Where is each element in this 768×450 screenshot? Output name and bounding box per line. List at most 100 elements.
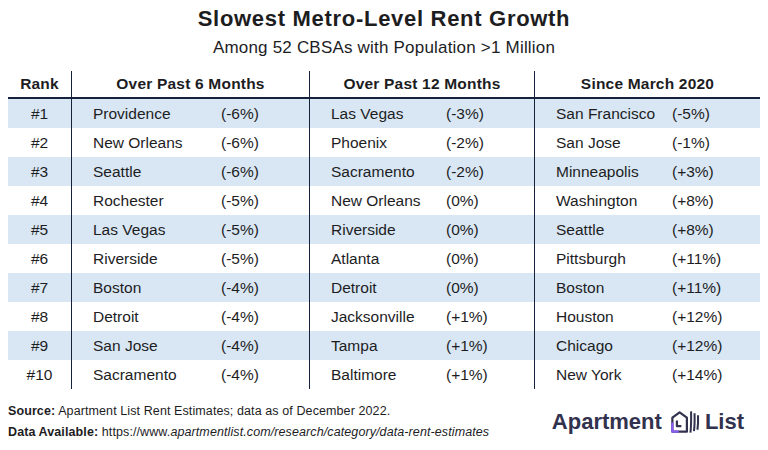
table-row: #8Detroit(-4%)Jacksonville(+1%)Houston(+… xyxy=(8,302,760,331)
city-name: Seattle xyxy=(93,163,221,181)
data-available-note: Data Available: https://www.apartmentlis… xyxy=(8,422,489,443)
since-march-2020-cell: Houston(+12%) xyxy=(535,302,760,331)
city-name: New Orleans xyxy=(93,134,221,152)
city-name: Washington xyxy=(556,192,672,210)
table-body: #1Providence(-6%)Las Vegas(-3%)San Franc… xyxy=(8,99,760,389)
infographic: Slowest Metro-Level Rent Growth Among 52… xyxy=(0,0,768,443)
table-row: #9San Jose(-4%)Tampa(+1%)Chicago(+12%) xyxy=(8,331,760,360)
city-name: Riverside xyxy=(331,221,446,239)
rank-cell: #4 xyxy=(8,186,72,215)
city-name: Providence xyxy=(93,105,221,123)
rent-growth-value: (-4%) xyxy=(221,366,293,384)
city-name: Phoenix xyxy=(331,134,446,152)
six-month-cell: New Orleans(-6%) xyxy=(72,128,310,157)
six-month-cell: Rochester(-5%) xyxy=(72,186,310,215)
rent-growth-value: (0%) xyxy=(446,250,518,268)
rank-cell: #7 xyxy=(8,273,72,302)
rent-growth-value: (-6%) xyxy=(221,105,293,123)
rent-growth-value: (+12%) xyxy=(672,337,744,355)
twelve-month-cell: Jacksonville(+1%) xyxy=(310,302,535,331)
city-name: Detroit xyxy=(331,279,446,297)
city-name: San Jose xyxy=(556,134,672,152)
source-note: Source: Apartment List Rent Estimates; d… xyxy=(8,401,489,422)
data-available-url-prefix: https://www. xyxy=(102,425,171,439)
twelve-month-cell: Atlanta(0%) xyxy=(310,244,535,273)
city-name: Pittsburgh xyxy=(556,250,672,268)
rent-growth-value: (+1%) xyxy=(446,337,518,355)
rent-growth-value: (+8%) xyxy=(672,221,744,239)
twelve-month-cell: Baltimore(+1%) xyxy=(310,360,535,389)
table-row: #4Rochester(-5%)New Orleans(0%)Washingto… xyxy=(8,186,760,215)
twelve-month-cell: Tampa(+1%) xyxy=(310,331,535,360)
rank-cell: #5 xyxy=(8,215,72,244)
page-title: Slowest Metro-Level Rent Growth xyxy=(0,0,768,32)
city-name: Chicago xyxy=(556,337,672,355)
city-name: San Jose xyxy=(93,337,221,355)
since-march-2020-cell: Minneapolis(+3%) xyxy=(535,157,760,186)
rent-growth-value: (-5%) xyxy=(221,192,293,210)
city-name: Detroit xyxy=(93,308,221,326)
since-march-2020-cell: San Francisco(-5%) xyxy=(535,99,760,128)
footer-notes: Source: Apartment List Rent Estimates; d… xyxy=(8,401,489,443)
rank-cell: #9 xyxy=(8,331,72,360)
rent-growth-value: (-4%) xyxy=(221,308,293,326)
apartment-list-logo-icon xyxy=(667,407,700,437)
table-row: #7Boston(-4%)Detroit(0%)Boston(+11%) xyxy=(8,273,760,302)
since-march-2020-cell: Seattle(+8%) xyxy=(535,215,760,244)
data-available-url[interactable]: apartmentlist.com/research/category/data… xyxy=(170,425,489,439)
table-row: #6Riverside(-5%)Atlanta(0%)Pittsburgh(+1… xyxy=(8,244,760,273)
rent-growth-value: (-6%) xyxy=(221,134,293,152)
rent-growth-value: (+1%) xyxy=(446,366,518,384)
city-name: Riverside xyxy=(93,250,221,268)
rank-cell: #1 xyxy=(8,99,72,128)
rank-cell: #6 xyxy=(8,244,72,273)
column-header-since-march-2020: Since March 2020 xyxy=(535,71,760,97)
data-available-label: Data Available: xyxy=(8,425,98,439)
six-month-cell: Detroit(-4%) xyxy=(72,302,310,331)
six-month-cell: Riverside(-5%) xyxy=(72,244,310,273)
since-march-2020-cell: New York(+14%) xyxy=(535,360,760,389)
rent-growth-value: (-2%) xyxy=(446,134,518,152)
city-name: Baltimore xyxy=(331,366,446,384)
rent-growth-value: (-5%) xyxy=(672,105,744,123)
city-name: Boston xyxy=(93,279,221,297)
apartment-list-logo: Apartment List xyxy=(552,407,744,437)
city-name: Tampa xyxy=(331,337,446,355)
city-name: New York xyxy=(556,366,672,384)
column-header-rank: Rank xyxy=(8,71,72,97)
city-name: Seattle xyxy=(556,221,672,239)
rent-growth-value: (+14%) xyxy=(672,366,744,384)
source-text: Apartment List Rent Estimates; data as o… xyxy=(58,404,390,418)
footer: Source: Apartment List Rent Estimates; d… xyxy=(8,401,758,443)
rent-growth-value: (0%) xyxy=(446,192,518,210)
source-label: Source: xyxy=(8,404,55,418)
city-name: Rochester xyxy=(93,192,221,210)
table-row: #5Las Vegas(-5%) Riverside(0%) Seattle(+8%… xyxy=(8,215,760,244)
rent-growth-value: (0%) xyxy=(446,221,518,239)
rent-growth-value: (-2%) xyxy=(446,163,518,181)
rent-growth-value: (+3%) xyxy=(672,163,744,181)
rank-cell: #8 xyxy=(8,302,72,331)
rent-growth-value: (-4%) xyxy=(221,337,293,355)
city-name: Sacramento xyxy=(331,163,446,181)
rent-growth-value: (+1%) xyxy=(446,308,518,326)
six-month-cell: Boston(-4%) xyxy=(72,273,310,302)
city-name: Las Vegas xyxy=(331,105,446,123)
rent-growth-value: (-3%) xyxy=(446,105,518,123)
twelve-month-cell: Detroit(0%) xyxy=(310,273,535,302)
city-name: Houston xyxy=(556,308,672,326)
rent-growth-value: (0%) xyxy=(446,279,518,297)
table-row: #10Sacramento(-4%)Baltimore(+1%)New York… xyxy=(8,360,760,389)
six-month-cell: Providence(-6%) xyxy=(72,99,310,128)
six-month-cell: San Jose(-4%) xyxy=(72,331,310,360)
table-row: #3Seattle(-6%)Sacramento(-2%)Minneapolis… xyxy=(8,157,760,186)
rent-growth-value: (+12%) xyxy=(672,308,744,326)
city-name: Sacramento xyxy=(93,366,221,384)
rent-growth-value: (+8%) xyxy=(672,192,744,210)
rent-growth-value: (-5%) xyxy=(221,250,293,268)
six-month-cell: Las Vegas(-5%) xyxy=(72,215,310,244)
rent-growth-value: (-5%) xyxy=(221,221,293,239)
table-row: #1Providence(-6%)Las Vegas(-3%)San Franc… xyxy=(8,99,760,128)
rent-growth-value: (+11%) xyxy=(672,279,744,297)
twelve-month-cell: Las Vegas(-3%) xyxy=(310,99,535,128)
